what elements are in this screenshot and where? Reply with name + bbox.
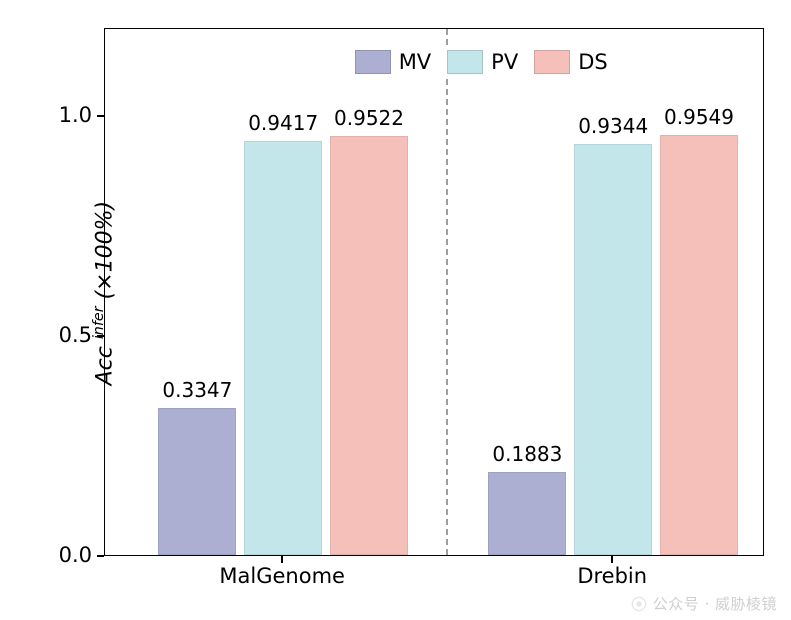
- legend-item-DS: DS: [534, 50, 608, 74]
- ytick: [97, 555, 104, 557]
- bar-value-label: 0.9549: [664, 105, 734, 129]
- xtick-label: Drebin: [577, 564, 647, 588]
- bar-PV: [244, 141, 322, 555]
- ytick-label: 1.0: [54, 103, 92, 127]
- legend-label: PV: [491, 50, 518, 74]
- legend-label: MV: [399, 50, 431, 74]
- ytick-label: 0.5: [54, 323, 92, 347]
- ytick: [97, 115, 104, 117]
- legend-swatch: [355, 50, 391, 74]
- legend-label: DS: [578, 50, 608, 74]
- watermark: 公众号 · 威胁棱镜: [631, 593, 777, 614]
- chart-container: MV PV DS 0.3347 0.9417 0.9522 0.1883 0.9344 0.9…: [0, 0, 791, 620]
- legend-swatch: [534, 50, 570, 74]
- bar-value-label: 0.9344: [578, 114, 648, 138]
- bar-value-label: 0.3347: [162, 378, 232, 402]
- xtick: [281, 556, 283, 563]
- bar-PV: [574, 144, 652, 555]
- watermark-icon: [631, 596, 647, 612]
- watermark-text: 公众号 · 威胁棱镜: [653, 593, 777, 614]
- ytick-label: 0.0: [54, 543, 92, 567]
- chart-axes: MV PV DS 0.3347 0.9417 0.9522 0.1883 0.9344 0.9…: [104, 28, 764, 556]
- ytick: [97, 335, 104, 337]
- bar-MV: [158, 408, 236, 555]
- y-axis-label: Acc infer (×100%): [91, 201, 117, 385]
- legend: MV PV DS: [343, 45, 620, 79]
- group-divider: [446, 29, 448, 555]
- legend-swatch: [447, 50, 483, 74]
- bar-DS: [330, 136, 408, 555]
- bar-value-label: 0.9522: [334, 106, 404, 130]
- xtick-label: MalGenome: [219, 564, 345, 588]
- bar-MV: [488, 472, 566, 555]
- xtick: [611, 556, 613, 563]
- bar-value-label: 0.1883: [492, 442, 562, 466]
- bar-DS: [660, 135, 738, 555]
- bar-value-label: 0.9417: [248, 111, 318, 135]
- legend-item-PV: PV: [447, 50, 518, 74]
- legend-item-MV: MV: [355, 50, 431, 74]
